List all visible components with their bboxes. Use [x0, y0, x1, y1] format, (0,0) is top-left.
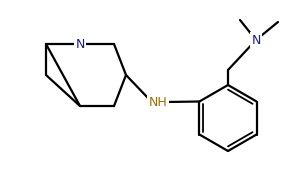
Text: NH: NH [149, 96, 168, 108]
Text: N: N [75, 38, 85, 50]
Text: N: N [251, 33, 261, 47]
